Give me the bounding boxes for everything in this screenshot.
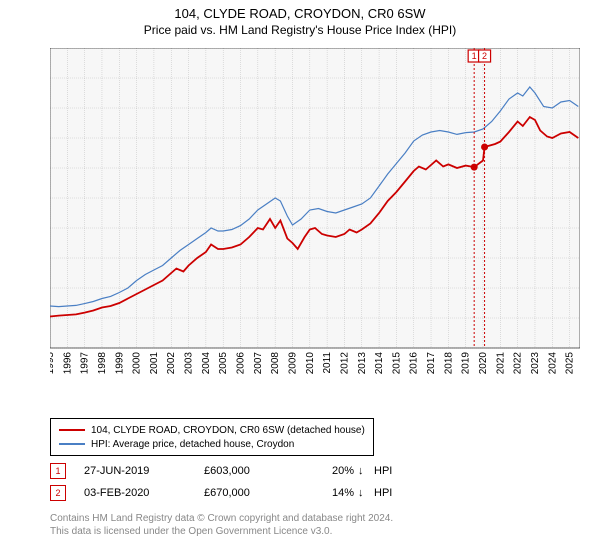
- svg-text:2021: 2021: [495, 352, 506, 375]
- line-chart: £0£100K£200K£300K£400K£500K£600K£700K£80…: [50, 48, 580, 378]
- svg-text:2018: 2018: [443, 352, 454, 375]
- svg-text:1995: 1995: [50, 352, 56, 375]
- legend-swatch: [59, 429, 85, 431]
- legend-swatch: [59, 443, 85, 445]
- svg-text:2022: 2022: [513, 352, 524, 375]
- svg-text:2015: 2015: [391, 352, 402, 375]
- svg-text:2007: 2007: [253, 352, 264, 375]
- down-arrow-icon: ↓: [358, 487, 374, 499]
- footer-line1: Contains HM Land Registry data © Crown c…: [50, 512, 393, 525]
- footer-line2: This data is licensed under the Open Gov…: [50, 525, 393, 538]
- svg-text:2005: 2005: [218, 352, 229, 375]
- svg-text:2019: 2019: [461, 352, 472, 375]
- svg-text:2012: 2012: [339, 352, 350, 375]
- footer-attribution: Contains HM Land Registry data © Crown c…: [50, 512, 393, 538]
- svg-text:2025: 2025: [565, 352, 576, 375]
- svg-text:2006: 2006: [236, 352, 247, 375]
- svg-text:2008: 2008: [270, 352, 281, 375]
- chart-title: 104, CLYDE ROAD, CROYDON, CR0 6SW: [0, 0, 600, 21]
- svg-text:2024: 2024: [547, 352, 558, 375]
- svg-text:2002: 2002: [166, 352, 177, 375]
- sale-marker-box: 1: [50, 463, 66, 479]
- svg-text:2023: 2023: [530, 352, 541, 375]
- sale-row: 1 27-JUN-2019£603,00020%↓HPI: [50, 460, 392, 482]
- svg-text:2011: 2011: [322, 352, 333, 374]
- sale-pct: 14%: [304, 487, 358, 499]
- sale-price: £603,000: [204, 465, 304, 477]
- svg-text:2: 2: [482, 51, 487, 61]
- svg-text:2009: 2009: [287, 352, 298, 375]
- down-arrow-icon: ↓: [358, 465, 374, 477]
- sale-price: £670,000: [204, 487, 304, 499]
- legend: 104, CLYDE ROAD, CROYDON, CR0 6SW (detac…: [50, 418, 374, 456]
- sale-hpi-label: HPI: [374, 487, 392, 499]
- legend-label: 104, CLYDE ROAD, CROYDON, CR0 6SW (detac…: [91, 425, 365, 436]
- svg-text:2001: 2001: [149, 352, 160, 375]
- sale-hpi-label: HPI: [374, 465, 392, 477]
- svg-text:2010: 2010: [305, 352, 316, 375]
- legend-label: HPI: Average price, detached house, Croy…: [91, 439, 294, 450]
- svg-text:2004: 2004: [201, 352, 212, 375]
- svg-text:2014: 2014: [374, 352, 385, 375]
- svg-text:2016: 2016: [409, 352, 420, 375]
- sale-date: 27-JUN-2019: [84, 465, 204, 477]
- sale-marker-box: 2: [50, 485, 66, 501]
- chart-subtitle: Price paid vs. HM Land Registry's House …: [0, 21, 600, 41]
- svg-text:1997: 1997: [80, 352, 91, 375]
- sales-table: 1 27-JUN-2019£603,00020%↓HPI 2 03-FEB-2020£…: [50, 460, 392, 504]
- svg-text:1996: 1996: [62, 352, 73, 375]
- chart-container: 104, CLYDE ROAD, CROYDON, CR0 6SW Price …: [0, 0, 600, 560]
- legend-item: HPI: Average price, detached house, Croy…: [59, 437, 365, 451]
- legend-item: 104, CLYDE ROAD, CROYDON, CR0 6SW (detac…: [59, 423, 365, 437]
- sale-pct: 20%: [304, 465, 358, 477]
- sale-date: 03-FEB-2020: [84, 487, 204, 499]
- svg-text:2020: 2020: [478, 352, 489, 375]
- svg-text:1999: 1999: [114, 352, 125, 375]
- svg-text:2000: 2000: [132, 352, 143, 375]
- sale-row: 2 03-FEB-2020£670,00014%↓HPI: [50, 482, 392, 504]
- svg-text:2003: 2003: [184, 352, 195, 375]
- svg-text:1: 1: [472, 51, 477, 61]
- svg-text:2017: 2017: [426, 352, 437, 375]
- svg-text:2013: 2013: [357, 352, 368, 375]
- svg-text:1998: 1998: [97, 352, 108, 375]
